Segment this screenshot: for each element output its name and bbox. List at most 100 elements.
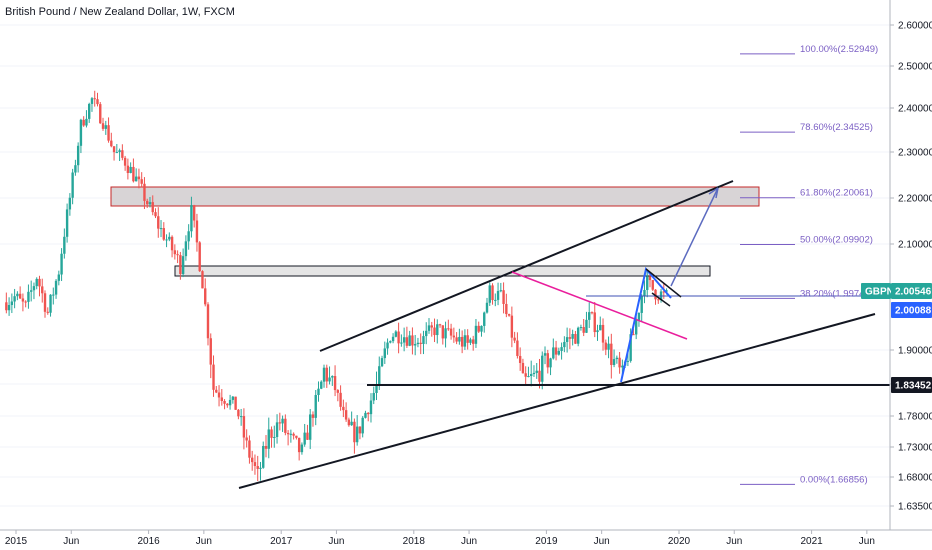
candle-body — [286, 432, 290, 435]
candle-body — [79, 119, 83, 146]
x-tick-label: Jun — [726, 536, 742, 547]
candle-body — [588, 312, 591, 320]
candle-body — [331, 376, 334, 378]
candle-body — [215, 389, 218, 393]
y-axis-ticks[interactable]: 2.60000 2.50000 2.40000 2.30000 2.20000 2.100… — [890, 21, 932, 513]
candle-body — [378, 366, 381, 385]
candle-body — [35, 278, 38, 287]
candle-body — [165, 239, 168, 241]
x-axis-ticks[interactable]: 2015 Jun 2016 Jun 2017 Jun 2018 Jun 2019 Jun 2020 J… — [5, 530, 875, 547]
candle-body — [206, 304, 210, 339]
candle-body — [262, 445, 265, 468]
candle-body — [615, 357, 619, 360]
x-tick-label: Jun — [461, 536, 477, 547]
candle-body — [425, 330, 428, 337]
candle-body — [552, 347, 555, 359]
candle-body — [621, 365, 624, 368]
candle-body — [281, 418, 284, 424]
candle-body — [322, 367, 326, 382]
candle-body — [394, 331, 398, 337]
candle-body — [654, 289, 657, 300]
projection-arrow — [670, 187, 719, 287]
candle-body — [618, 357, 621, 368]
candle-body — [480, 325, 483, 332]
candle-body — [568, 337, 572, 339]
candle-body — [328, 377, 331, 382]
fib-label: 78.60%(2.34525) — [800, 122, 873, 133]
candle-body — [140, 179, 143, 184]
pink-trend-line — [511, 271, 688, 340]
candle-body — [400, 342, 403, 344]
price-zones — [110, 186, 760, 277]
candle-body — [646, 276, 649, 290]
x-tick-label: Jun — [63, 536, 79, 547]
candle-body — [347, 419, 351, 426]
candle-body — [107, 125, 110, 141]
candle-body — [361, 417, 364, 434]
candle-body — [342, 406, 345, 411]
candle-body — [187, 231, 190, 242]
candle-body — [220, 397, 224, 401]
candle-body — [54, 280, 58, 295]
candle-body — [612, 359, 616, 365]
candle-body — [422, 336, 425, 344]
resistance-zone — [110, 186, 760, 207]
x-tick-label: 2019 — [535, 536, 558, 547]
candle-body — [314, 395, 317, 418]
candle-body — [192, 205, 196, 221]
candle-body — [576, 327, 580, 344]
candle-body — [521, 362, 525, 374]
candle-body — [146, 200, 149, 205]
candle-body — [565, 337, 569, 342]
candle-body — [159, 228, 163, 230]
candle-body — [601, 324, 605, 343]
candle-body — [629, 334, 632, 361]
candle-body — [5, 302, 8, 311]
candle-body — [516, 340, 519, 356]
candle-body — [532, 372, 536, 374]
candle-body — [32, 286, 36, 291]
symbol-tag-text: GBPNZD — [865, 287, 907, 298]
candle-body — [546, 353, 549, 368]
candle-body — [273, 436, 276, 438]
candle-body — [317, 388, 320, 396]
candle-body — [123, 157, 127, 166]
candle-body — [309, 414, 312, 440]
candle-body — [333, 376, 337, 391]
candle-body — [518, 355, 522, 363]
candle-body — [190, 205, 193, 232]
candle-body — [640, 295, 643, 313]
candle-body — [353, 421, 356, 443]
supply-zone — [174, 265, 711, 277]
y-tick-label: 2.40000 — [898, 104, 932, 115]
candle-body — [27, 291, 30, 302]
candle-body — [82, 119, 85, 126]
candle-body — [530, 373, 533, 377]
candle-body — [408, 335, 411, 346]
candle-body — [505, 303, 508, 315]
candle-body — [93, 98, 96, 100]
candle-body — [204, 288, 207, 305]
candle-body — [96, 99, 99, 105]
arrow-head — [708, 187, 719, 199]
candle-body — [284, 418, 287, 433]
candle-body — [662, 291, 666, 293]
candle-body — [436, 324, 439, 336]
candle-body — [242, 416, 246, 438]
candle-body — [63, 236, 66, 254]
candle-body — [369, 400, 373, 415]
candle-body — [212, 364, 215, 390]
y-tick-label: 1.78000 — [898, 412, 932, 423]
candle-body — [449, 328, 453, 336]
candle-body — [295, 435, 298, 438]
candle-body — [510, 315, 514, 338]
candle-body — [574, 333, 577, 344]
support-tag — [891, 377, 932, 393]
candle-body — [41, 286, 44, 294]
candle-body — [118, 150, 121, 153]
candle-body — [223, 400, 226, 404]
candle-body — [427, 325, 431, 331]
candle-body — [543, 353, 547, 356]
candle-body — [549, 358, 552, 368]
